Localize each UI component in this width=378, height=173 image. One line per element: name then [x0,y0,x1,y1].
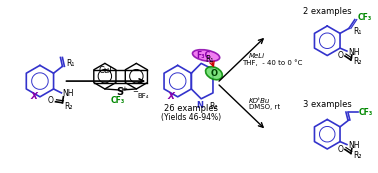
Text: (Yields 46-94%): (Yields 46-94%) [161,113,222,122]
Text: CF₃: CF₃ [110,96,125,105]
Text: 2 examples: 2 examples [303,7,352,16]
Ellipse shape [192,50,220,61]
Text: KOᵗBu: KOᵗBu [248,98,270,104]
Text: BF₄: BF₄ [137,93,149,99]
Text: THF,  - 40 to 0 °C: THF, - 40 to 0 °C [242,59,302,66]
Text: 3 examples: 3 examples [303,100,352,109]
Text: +: + [122,86,127,92]
Text: R₂: R₂ [209,102,217,111]
Text: X: X [30,92,37,101]
Text: −: − [132,89,138,95]
Text: O: O [211,69,217,78]
Text: F₃C: F₃C [196,51,210,60]
Text: CF₃: CF₃ [359,108,373,117]
Text: R₂: R₂ [353,151,361,160]
Text: NH: NH [62,89,74,98]
Text: 26 examples: 26 examples [164,104,218,113]
Text: O: O [338,52,344,61]
Text: N: N [197,101,204,110]
Ellipse shape [206,67,222,80]
Text: X: X [168,92,175,101]
Text: NH: NH [348,141,359,150]
Text: S: S [116,87,123,97]
Text: CF₃: CF₃ [358,13,372,22]
Text: NH: NH [348,48,359,57]
Text: DMSO, rt: DMSO, rt [248,104,280,110]
Text: O: O [48,96,54,105]
Text: R₂: R₂ [353,57,361,66]
Text: R₁: R₁ [67,59,75,68]
Text: R₁: R₁ [205,55,214,64]
Text: R₂: R₂ [64,102,73,111]
Text: O: O [338,145,344,154]
Text: CuI: CuI [99,66,113,75]
Text: R₁: R₁ [353,27,361,36]
Text: MeLi: MeLi [248,53,265,58]
